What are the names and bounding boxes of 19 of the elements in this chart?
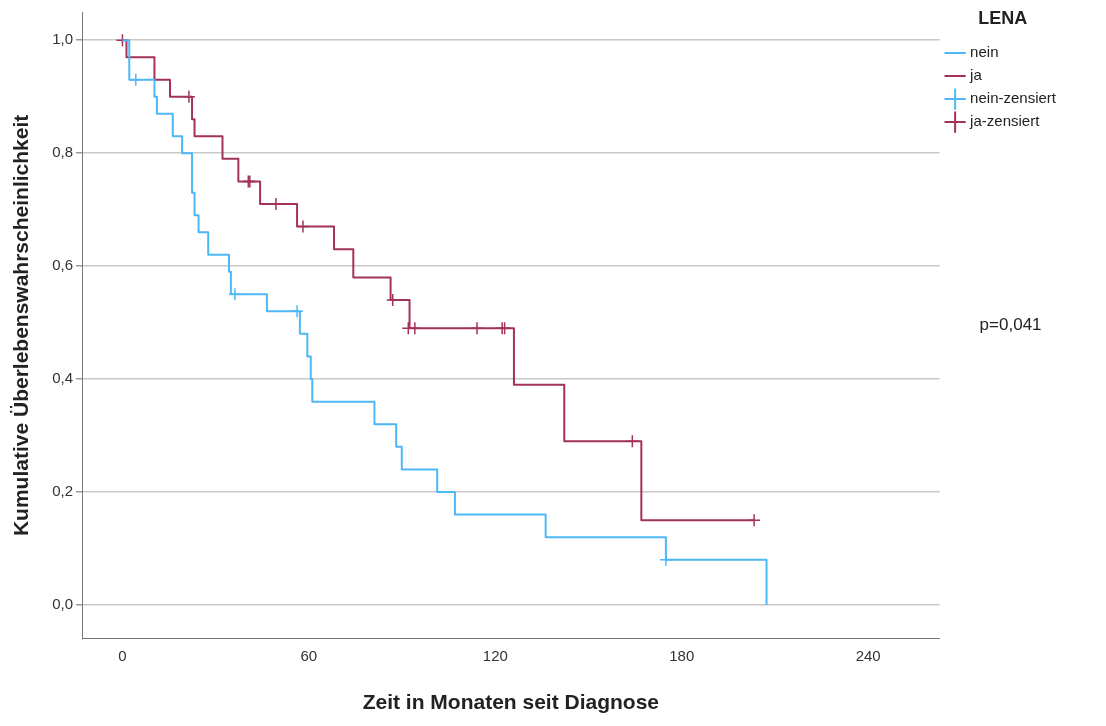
y-tick-label: 0,6 (52, 256, 74, 274)
legend-label: ja-zensiert (969, 112, 1041, 130)
x-axis-title: Zeit in Monaten seit Diagnose (362, 690, 660, 714)
y-tick-label: 0,4 (52, 369, 74, 387)
x-tick-label: 180 (669, 646, 695, 664)
x-tick-label: 240 (855, 646, 881, 664)
y-axis-title: Kumulative Überlebenswahrscheinlichkeit (9, 114, 33, 537)
y-tick-label: 1,0 (52, 30, 74, 48)
x-tick-label: 60 (300, 646, 318, 664)
y-tick-label: 0,0 (52, 595, 74, 613)
legend-label: nein (970, 43, 999, 61)
x-tick-label: 120 (482, 646, 508, 664)
y-tick-label: 0,2 (52, 482, 74, 500)
legend-title: LENA (978, 7, 1028, 28)
y-tick-label: 0,8 (52, 143, 74, 161)
text: p=0,041 (979, 315, 1042, 335)
legend-label: ja (969, 66, 983, 84)
x-tick-label: 0 (118, 646, 127, 664)
legend-label: nein-zensiert (970, 89, 1057, 107)
